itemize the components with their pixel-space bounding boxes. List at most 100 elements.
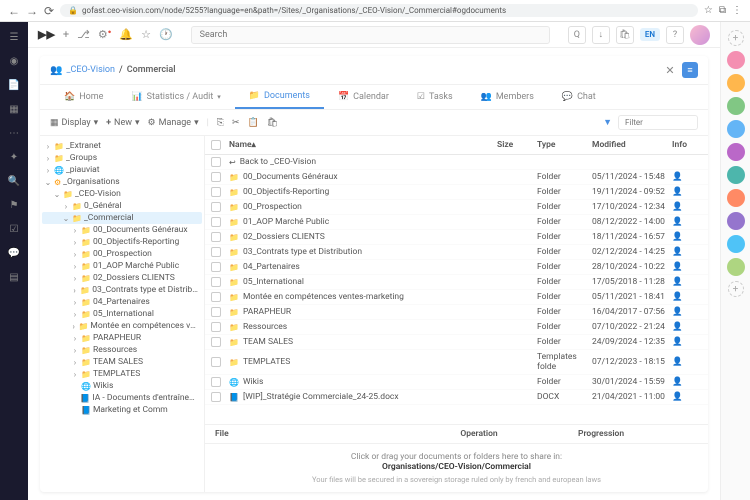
tree-item[interactable]: 📘Marketing et Comm — [42, 404, 202, 416]
close-icon[interactable]: ✕ — [662, 62, 678, 78]
table-row[interactable]: 📁04_Partenaires Folder 28/10/2024 - 10:2… — [205, 260, 708, 275]
nav-back-icon[interactable]: ← — [8, 4, 20, 18]
row-checkbox[interactable] — [211, 277, 221, 287]
row-checkbox[interactable] — [211, 337, 221, 347]
ext-icon[interactable]: ⧉ — [719, 5, 726, 16]
row-checkbox[interactable] — [211, 262, 221, 272]
contact-avatar[interactable] — [727, 189, 745, 207]
tab-stats[interactable]: 📊Statistics / Audit▾ — [117, 85, 234, 109]
table-row[interactable]: 📁00_Documents Généraux Folder 05/11/2024… — [205, 170, 708, 185]
tab-calendar[interactable]: 📅Calendar — [324, 85, 403, 109]
row-checkbox[interactable] — [211, 187, 221, 197]
tree-item[interactable]: ›📁0_Général — [42, 200, 202, 212]
new-button[interactable]: + New ▾ — [106, 118, 139, 128]
table-row[interactable]: 📁TEAM SALES Folder 24/09/2024 - 12:35 👤 — [205, 335, 708, 350]
tree-item[interactable]: ›📁04_Partenaires — [42, 296, 202, 308]
tree-item[interactable]: ›📁05_International — [42, 308, 202, 320]
table-row[interactable]: 📁Ressources Folder 07/10/2022 - 21:24 👤 — [205, 320, 708, 335]
table-row[interactable]: 📘[WIP]_Stratégie Commerciale_24-25.docx … — [205, 390, 708, 405]
star-icon[interactable]: ☆ — [704, 5, 713, 16]
rail-cal-icon[interactable]: ▦ — [7, 102, 21, 116]
copy-icon[interactable]: ⎘ — [217, 118, 224, 128]
contact-avatar[interactable] — [727, 235, 745, 253]
row-checkbox[interactable] — [211, 292, 221, 302]
tree-item[interactable]: ›📁00_Documents Généraux — [42, 224, 202, 236]
url-bar[interactable]: 🔒gofast.ceo-vision.com/node/5255?languag… — [60, 4, 698, 17]
tree-item[interactable]: ›🌐_piauviat — [42, 164, 202, 176]
row-checkbox[interactable] — [211, 172, 221, 182]
gear-icon[interactable]: ⚙● — [98, 28, 112, 41]
table-row[interactable]: 📁00_Objectifs-Reporting Folder 19/11/202… — [205, 185, 708, 200]
manage-button[interactable]: ⚙ Manage ▾ — [148, 118, 199, 128]
breadcrumb-parent[interactable]: _CEO-Vision — [66, 65, 115, 75]
tab-chat[interactable]: 💬Chat — [548, 85, 610, 109]
row-checkbox[interactable] — [211, 217, 221, 227]
row-checkbox[interactable] — [211, 247, 221, 257]
table-row[interactable]: 📁00_Prospection Folder 17/10/2024 - 12:3… — [205, 200, 708, 215]
tab-documents[interactable]: 📁Documents — [235, 85, 324, 109]
table-row[interactable]: 📁01_AOP Marché Public Folder 08/12/2022 … — [205, 215, 708, 230]
rail-chat-icon[interactable]: 💬 — [7, 246, 21, 260]
tree-item[interactable]: ›📁TEAM SALES — [42, 356, 202, 368]
tree-item[interactable]: ›📁_Groups — [42, 152, 202, 164]
fast-fwd-icon[interactable]: ▶▶ — [38, 28, 55, 41]
tree-item[interactable]: ›📁01_AOP Marché Public — [42, 260, 202, 272]
tab-members[interactable]: 👥Members — [467, 85, 548, 109]
tree-item[interactable]: ›📁03_Contrats type et Distribution — [42, 284, 202, 296]
contact-avatar[interactable] — [727, 97, 745, 115]
tree-item[interactable]: ›📁00_Objectifs-Reporting — [42, 236, 202, 248]
plus-icon[interactable]: + — [63, 28, 69, 41]
contact-avatar[interactable] — [727, 143, 745, 161]
paste-icon[interactable]: 📋 — [248, 118, 259, 128]
tree-item[interactable]: ›📁Montée en compétences ventes-marketing — [42, 320, 202, 332]
table-row[interactable]: 📁03_Contrats type et Distribution Folder… — [205, 245, 708, 260]
table-row[interactable]: 📁PARAPHEUR Folder 16/04/2017 - 07:56 👤 — [205, 305, 708, 320]
filter-icon[interactable]: ▼ — [603, 117, 612, 128]
cut-icon[interactable]: ✂ — [232, 118, 240, 128]
tree-item[interactable]: ›📁PARAPHEUR — [42, 332, 202, 344]
table-row[interactable]: 📁05_International Folder 17/05/2018 - 11… — [205, 275, 708, 290]
contact-avatar[interactable] — [727, 120, 745, 138]
table-row[interactable]: 📁02_Dossiers CLIENTS Folder 18/11/2024 -… — [205, 230, 708, 245]
tab-home[interactable]: 🏠Home — [50, 85, 117, 109]
tree-item[interactable]: 🌐Wikis — [42, 380, 202, 392]
tree-item[interactable]: ›📁02_Dossiers CLIENTS — [42, 272, 202, 284]
col-type[interactable]: Type — [537, 140, 592, 150]
hierarchy-icon[interactable]: ⎇ — [77, 28, 90, 41]
tree-item[interactable]: ⌄📁_CEO-Vision — [42, 188, 202, 200]
add-contact-button[interactable]: + — [728, 30, 744, 46]
nav-fwd-icon[interactable]: → — [26, 4, 38, 18]
help-icon[interactable]: ? — [666, 26, 684, 44]
search-input[interactable] — [191, 26, 550, 44]
rail-star-icon[interactable]: ✦ — [7, 150, 21, 164]
row-checkbox[interactable] — [211, 202, 221, 212]
col-size[interactable]: Size — [497, 140, 537, 150]
row-checkbox[interactable] — [211, 377, 221, 387]
row-checkbox[interactable] — [211, 307, 221, 317]
tree-item[interactable]: ›📁00_Prospection — [42, 248, 202, 260]
table-row[interactable]: 📁TEMPLATES Templates folde 07/12/2023 - … — [205, 350, 708, 375]
contact-avatar[interactable] — [727, 212, 745, 230]
table-row[interactable]: ↩Back to _CEO-Vision — [205, 155, 708, 170]
bell-icon[interactable]: 🔔 — [119, 28, 133, 41]
filter-input[interactable] — [618, 115, 698, 130]
expand-button[interactable]: ≡ — [682, 62, 698, 78]
tab-tasks[interactable]: ☑Tasks — [403, 85, 467, 109]
add-contact-button[interactable]: + — [728, 281, 744, 297]
tree-item[interactable]: ⌄📁_Commercial — [42, 212, 202, 224]
tree-item[interactable]: ›📁Ressources — [42, 344, 202, 356]
rail-doc-icon[interactable]: 📄 — [7, 78, 21, 92]
rail-menu-icon[interactable]: ☰ — [7, 30, 21, 44]
rail-dots-icon[interactable]: ⋯ — [7, 126, 21, 140]
display-toggle[interactable]: ▦ Display ▾ — [50, 118, 98, 128]
row-checkbox[interactable] — [211, 357, 221, 367]
contact-avatar[interactable] — [727, 74, 745, 92]
user-avatar[interactable] — [690, 25, 710, 45]
rail-dash-icon[interactable]: ◉ — [7, 54, 21, 68]
down-button[interactable]: ↓ — [592, 26, 610, 44]
col-info[interactable]: Info — [672, 140, 702, 150]
tree-item[interactable]: ›📁TEMPLATES — [42, 368, 202, 380]
nav-reload-icon[interactable]: ⟳ — [44, 4, 54, 18]
rail-list-icon[interactable]: ▤ — [7, 270, 21, 284]
clock-icon[interactable]: 🕐 — [159, 28, 173, 41]
